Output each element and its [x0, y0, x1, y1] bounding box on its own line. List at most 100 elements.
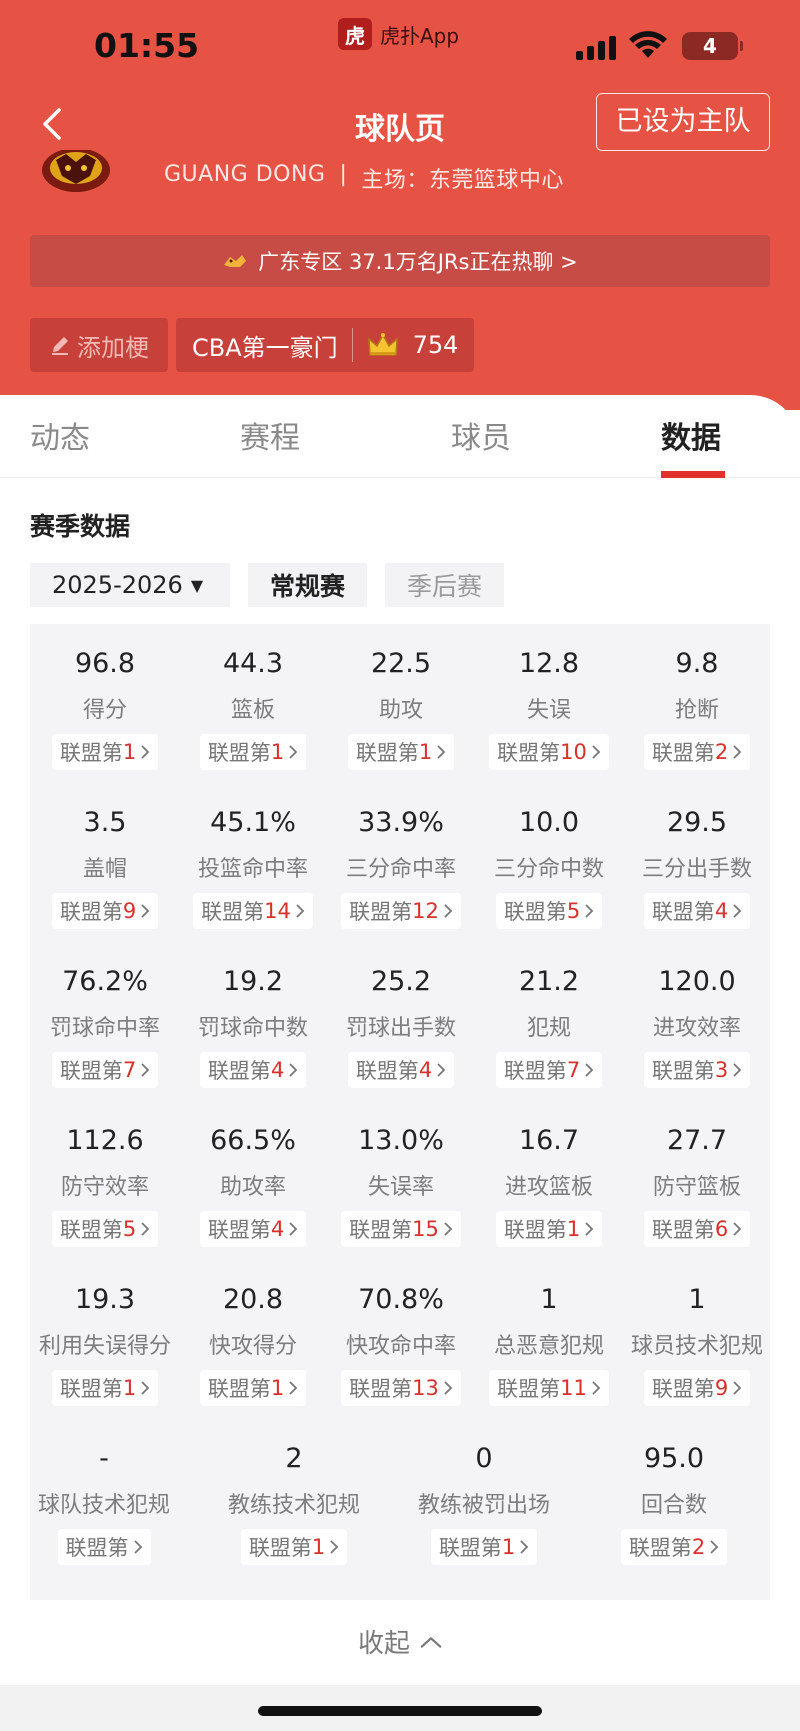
crown-icon [367, 333, 398, 356]
league-rank-button[interactable]: 联盟第 1 [240, 1529, 348, 1565]
tab-players[interactable]: 球员 [451, 421, 511, 456]
rank-prefix: 联盟第 [59, 1377, 123, 1401]
rank-prefix: 联盟第 [207, 1218, 271, 1242]
league-rank-button[interactable]: 联盟第 5 [51, 1211, 159, 1247]
pencil-icon [52, 337, 68, 355]
league-rank-button[interactable]: 联盟第 11 [489, 1370, 609, 1406]
league-rank-button[interactable]: 联盟第 15 [341, 1211, 461, 1247]
tab-news[interactable]: 动态 [30, 421, 90, 456]
league-rank-button[interactable]: 联盟第 12 [341, 893, 461, 929]
league-rank-button[interactable]: 联盟第 4 [199, 1052, 307, 1088]
league-rank-button[interactable]: 联盟第 7 [495, 1052, 603, 1088]
stat-value: 120.0 [658, 966, 736, 997]
rank-prefix: 联盟第 [497, 741, 561, 765]
league-rank-button[interactable]: 联盟第 1 [51, 1370, 159, 1406]
rank-number: 4 [270, 1058, 285, 1082]
league-rank-button[interactable]: 联盟第 1 [199, 1370, 307, 1406]
chevron-right-icon [585, 1222, 594, 1236]
stat-value: 45.1% [210, 807, 296, 838]
season-value: 2025-2026 [52, 571, 183, 599]
playoff-button[interactable]: 季后赛 [385, 563, 505, 607]
league-rank-button[interactable]: 联盟第 5 [495, 893, 603, 929]
chevron-right-icon [330, 1540, 339, 1554]
league-rank-button[interactable]: 联盟第 1 [495, 1211, 603, 1247]
league-rank-button[interactable]: 联盟第 4 [643, 893, 751, 929]
league-rank-button[interactable]: 联盟第 4 [199, 1211, 307, 1247]
stat-value: 20.8 [222, 1284, 284, 1315]
chevron-right-icon [710, 1540, 719, 1554]
rank-number: 1 [122, 740, 137, 764]
league-rank-button[interactable]: 联盟第 2 [643, 734, 751, 770]
rank-prefix: 联盟第 [349, 1218, 413, 1242]
status-bar: 01:55 虎 虎扑App 4 [0, 0, 800, 90]
stat-label: 罚球命中数 [197, 1016, 308, 1041]
league-rank-button[interactable]: 联盟第 1 [430, 1529, 538, 1565]
stat-value: 22.5 [370, 648, 432, 679]
rank-number: 14 [264, 899, 291, 923]
league-rank-button[interactable]: 联盟第 7 [51, 1052, 159, 1088]
rank-prefix: 联盟第 [248, 1536, 312, 1560]
team-tag[interactable]: CBA第一豪门 754 [176, 318, 475, 372]
stat-cell: 25.2 罚球出手数 联盟第 4 [327, 962, 475, 1088]
tab-data[interactable]: 数据 [661, 421, 721, 456]
crown-count: 754 [412, 331, 459, 359]
team-logo-icon [38, 148, 114, 196]
rank-prefix: 联盟第 [207, 741, 271, 765]
stat-cell: 12.8 失误 联盟第 10 [475, 644, 623, 770]
league-rank-button[interactable]: 联盟第 9 [51, 893, 159, 929]
stat-value: 33.9% [358, 807, 444, 838]
league-rank-button[interactable]: 联盟第 4 [347, 1052, 455, 1088]
chevron-right-icon [592, 1381, 601, 1395]
page-title: 球队页 [355, 112, 445, 147]
league-rank-button[interactable]: 联盟第 10 [489, 734, 609, 770]
add-tag-button[interactable]: 添加梗 [30, 318, 168, 372]
rank-prefix: 联盟第 [349, 1377, 413, 1401]
league-rank-button[interactable]: 联盟第 1 [199, 734, 307, 770]
tab-schedule[interactable]: 赛程 [240, 421, 300, 456]
rank-prefix: 联盟第 [355, 741, 419, 765]
league-rank-button[interactable]: 联盟第 6 [643, 1211, 751, 1247]
back-button[interactable] [32, 102, 72, 146]
league-rank-button[interactable]: 联盟第 1 [51, 734, 159, 770]
app-badge: 虎 虎扑App [338, 18, 459, 50]
league-rank-button[interactable]: 联盟第 2 [620, 1529, 728, 1565]
stat-label: 失误 [526, 698, 571, 723]
chevron-right-icon [133, 1540, 142, 1554]
chevron-right-icon [289, 745, 298, 759]
league-rank-button[interactable]: 联盟第 14 [193, 893, 313, 929]
rank-number: 1 [270, 740, 285, 764]
regular-season-button[interactable]: 常规赛 [248, 563, 368, 607]
chevron-right-icon [141, 1381, 150, 1395]
chevron-right-icon [141, 745, 150, 759]
stat-label: 失误率 [367, 1175, 434, 1200]
stat-label: 助攻率 [219, 1175, 286, 1200]
stat-cell: 1 球员技术犯规 联盟第 9 [623, 1280, 771, 1406]
rank-number: 9 [122, 899, 137, 923]
stat-value: 0 [475, 1443, 493, 1474]
stat-value: 16.7 [518, 1125, 580, 1156]
rank-prefix: 联盟第 [355, 1059, 419, 1083]
home-indicator[interactable] [258, 1706, 542, 1716]
team-tag-label: CBA第一豪门 [192, 333, 338, 362]
hupu-logo-icon: 虎 [338, 18, 372, 50]
league-rank-button[interactable]: 联盟第 3 [643, 1052, 751, 1088]
stat-label: 投篮命中率 [197, 857, 308, 882]
stat-value: 76.2% [62, 966, 148, 997]
league-rank-button[interactable]: 联盟第 [57, 1529, 151, 1565]
league-rank-button[interactable]: 联盟第 9 [643, 1370, 751, 1406]
chevron-right-icon [733, 1063, 742, 1077]
chevron-right-icon [437, 1063, 446, 1077]
stat-label: 快攻命中率 [345, 1334, 456, 1359]
forum-banner[interactable]: 广东专区 37.1万名JRs正在热聊 > [30, 235, 770, 287]
stat-label: 得分 [82, 698, 127, 723]
set-home-team-button[interactable]: 已设为主队 [596, 93, 770, 151]
stat-cell: 13.0% 失误率 联盟第 15 [327, 1121, 475, 1247]
stat-value: 19.3 [74, 1284, 136, 1315]
stat-label: 快攻得分 [208, 1334, 297, 1359]
chevron-right-icon [592, 745, 601, 759]
league-rank-button[interactable]: 联盟第 13 [341, 1370, 461, 1406]
collapse-button[interactable]: 收起 [0, 1623, 800, 1660]
tag-row: 添加梗 CBA第一豪门 754 [30, 318, 475, 372]
league-rank-button[interactable]: 联盟第 1 [347, 734, 455, 770]
season-select[interactable]: 2025-2026 ▼ [30, 563, 230, 607]
